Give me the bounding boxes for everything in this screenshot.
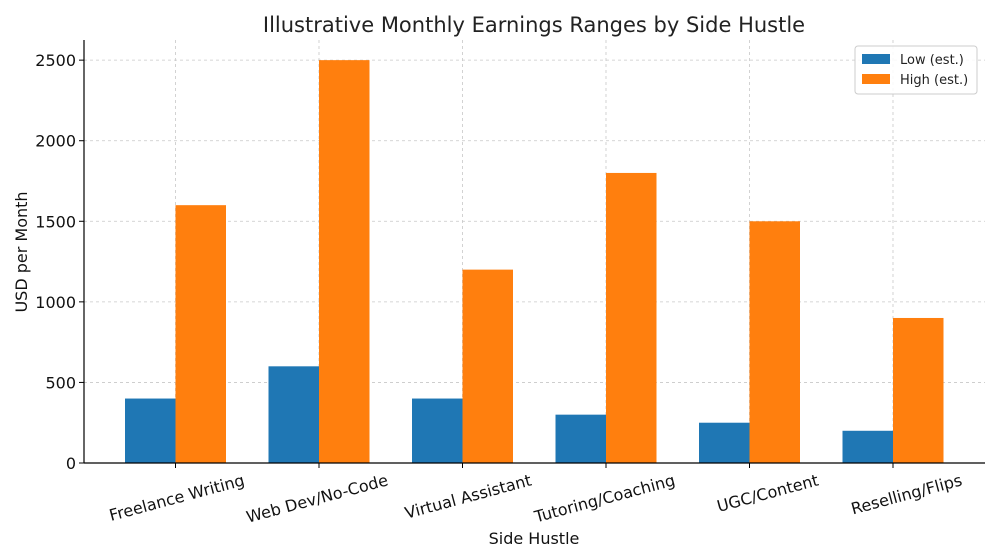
bar-low-3 (412, 398, 463, 463)
x-tick-label: Virtual Assistant (403, 471, 534, 523)
legend: Low (est.) High (est.) (854, 45, 978, 95)
y-tick-label: 2500 (35, 51, 76, 70)
x-axis-title: Side Hustle (489, 529, 580, 548)
y-tick-label: 0 (66, 454, 76, 473)
bar-high-4 (606, 172, 657, 463)
y-tick-label: 1000 (35, 293, 76, 312)
y-axis-ticks: 0 500 1000 1500 2000 2500 (35, 51, 84, 473)
y-axis-title: USD per Month (12, 191, 31, 312)
bar-high-6 (893, 317, 944, 463)
bar-high-2 (319, 60, 370, 464)
legend-swatch-2 (862, 74, 890, 84)
bar-low-1 (125, 398, 176, 463)
bars (125, 60, 944, 464)
bar-low-2 (268, 366, 319, 463)
y-tick-label: 1500 (35, 212, 76, 231)
bar-low-5 (699, 422, 750, 463)
bar-high-1 (175, 205, 226, 463)
x-tick-label: Tutoring/Coaching (531, 471, 677, 527)
x-tick-label: Reselling/Flips (849, 471, 964, 519)
bar-low-4 (555, 414, 606, 463)
axes (83, 40, 985, 464)
bar-high-5 (749, 221, 800, 463)
bar-low-6 (842, 430, 893, 463)
x-tick-label: Web Dev/No-Code (244, 471, 390, 527)
x-tick-label: Freelance Writing (107, 471, 246, 525)
y-tick-label: 2000 (35, 132, 76, 151)
legend-label-1: Low (est.) (900, 53, 964, 68)
x-tick-label: UGC/Content (715, 471, 821, 516)
bar-high-3 (462, 269, 513, 463)
legend-label-2: High (est.) (900, 73, 968, 88)
y-tick-label: 500 (45, 373, 76, 392)
legend-swatch-1 (862, 54, 890, 64)
chart-title: Illustrative Monthly Earnings Ranges by … (263, 13, 805, 37)
